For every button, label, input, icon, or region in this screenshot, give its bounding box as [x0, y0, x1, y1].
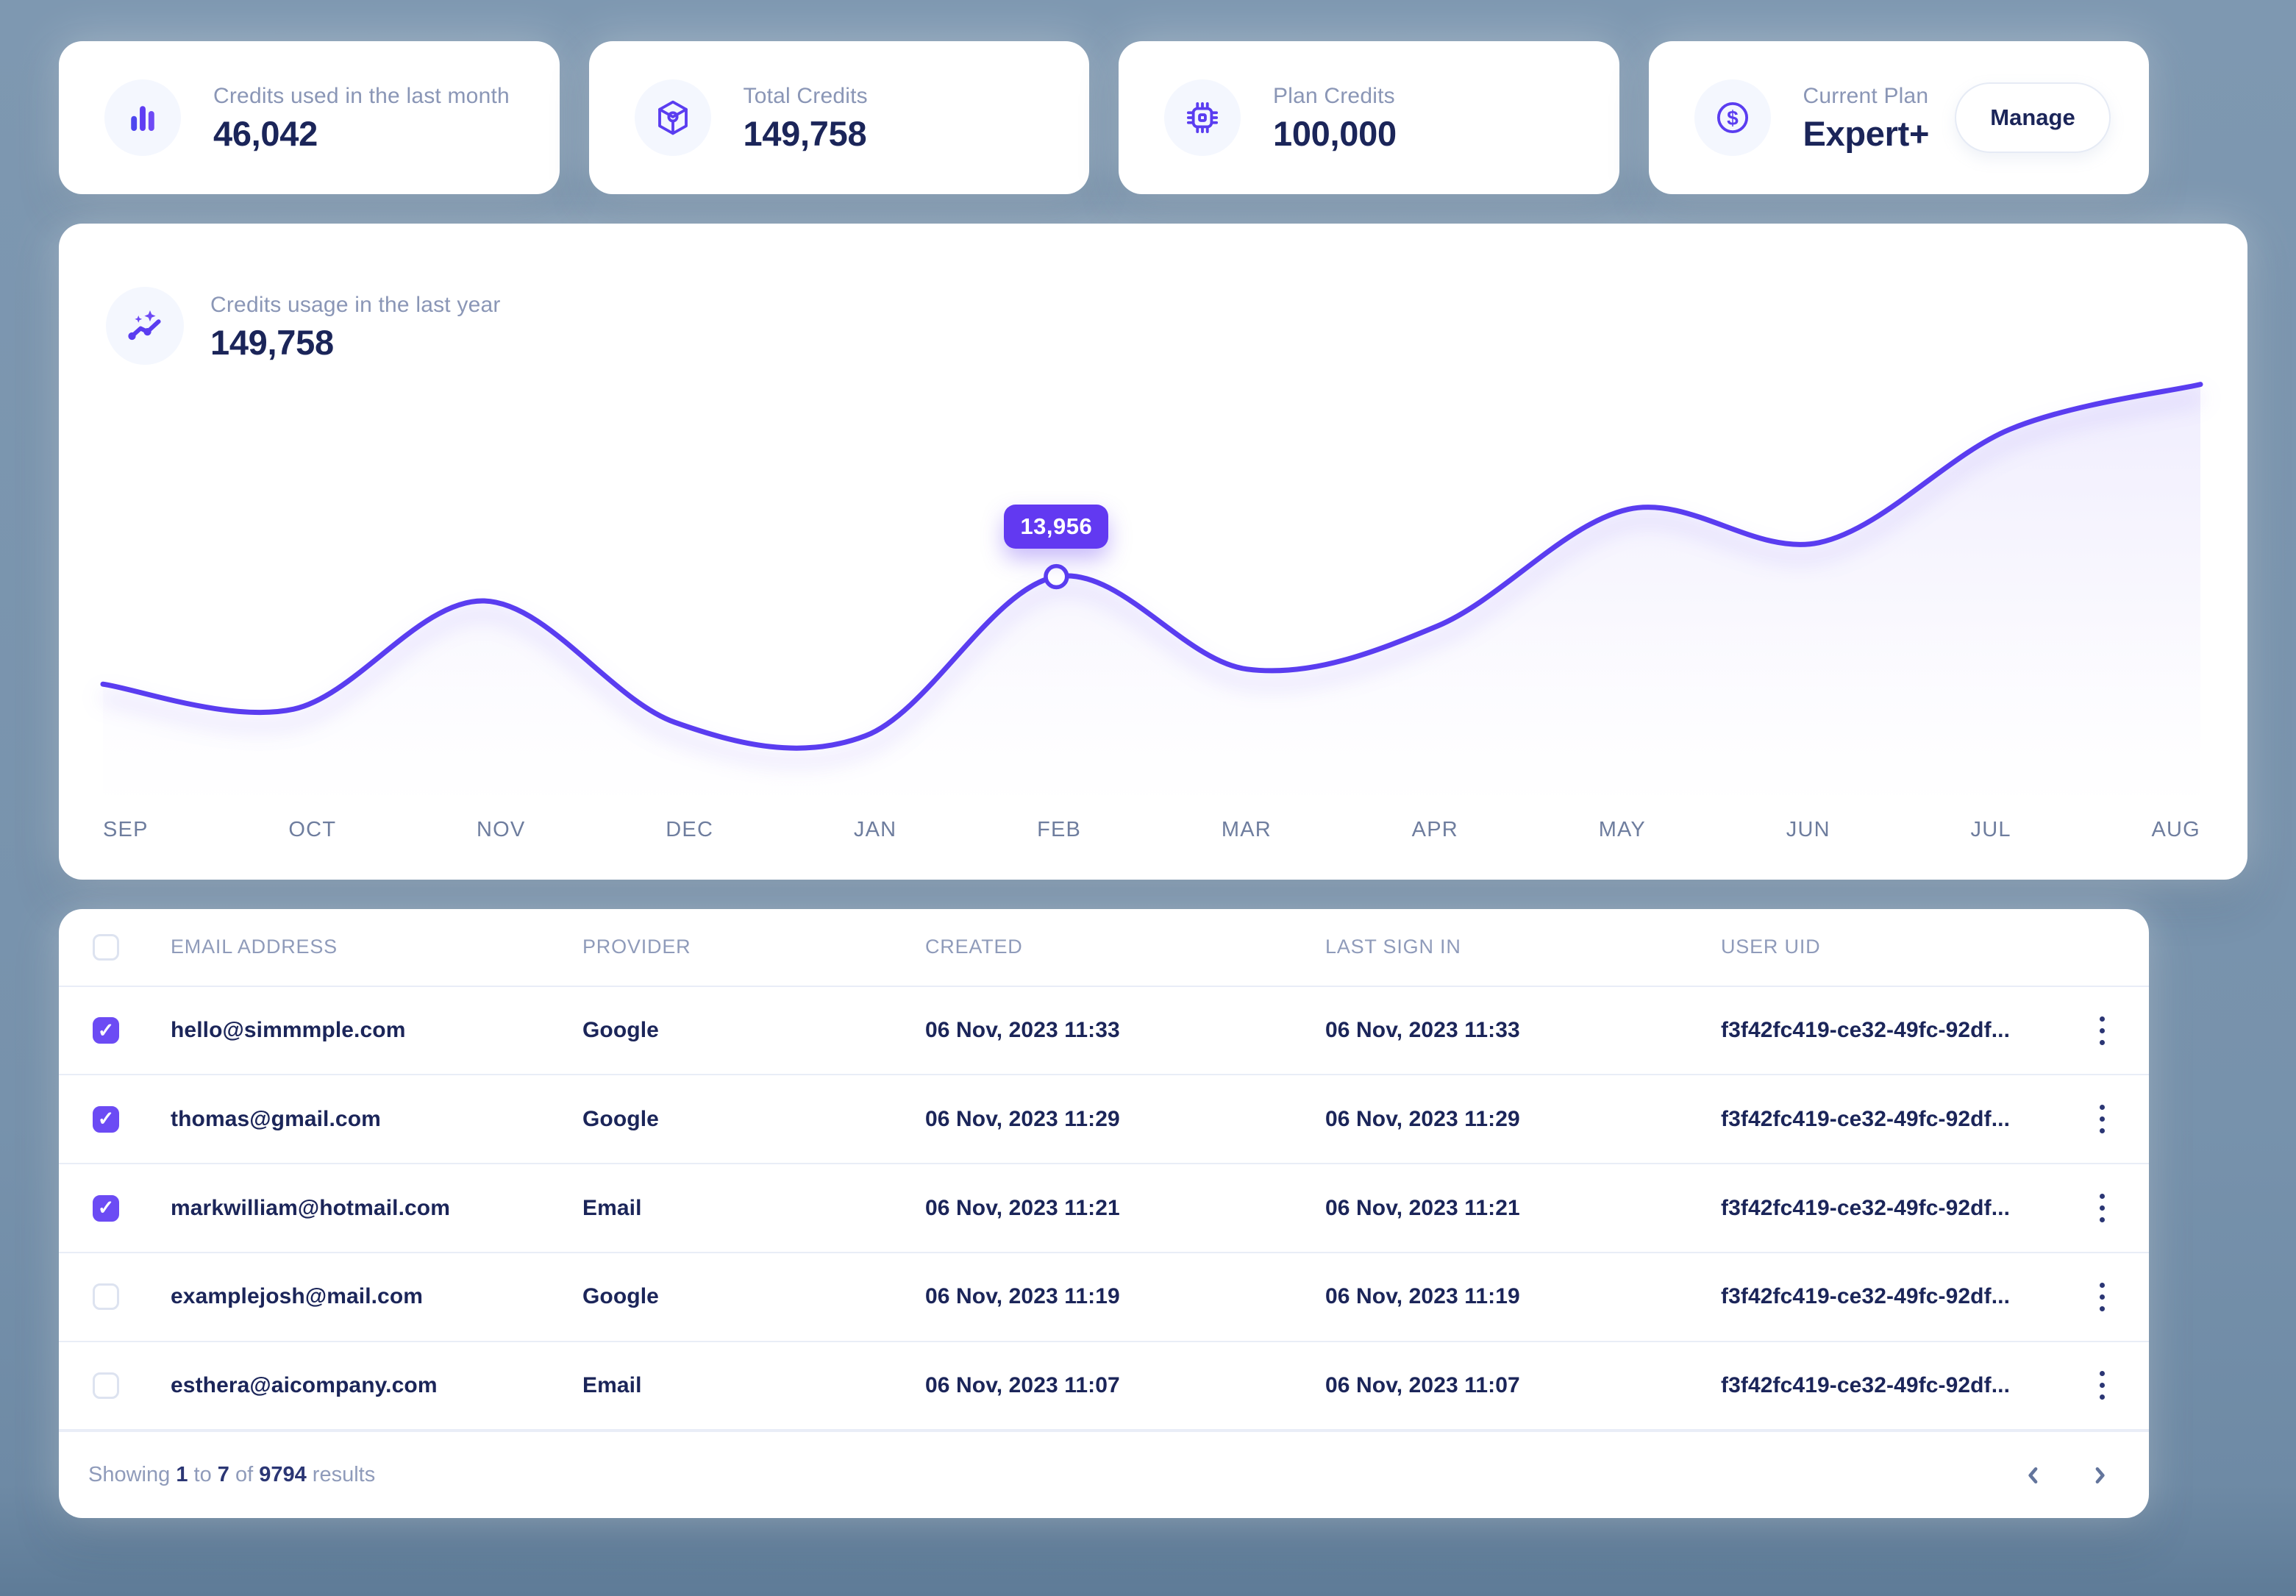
dollar-coin-icon: $ [1694, 79, 1771, 156]
table-row: ✓ hello@simmmple.com Google 06 Nov, 2023… [59, 987, 2149, 1076]
credits-line [100, 382, 2203, 751]
select-all-checkbox[interactable]: ✓ [93, 933, 119, 961]
users-table-card: ✓ EMAIL ADDRESS PROVIDER CREATED LAST SI… [59, 909, 2149, 1518]
stat-label: Plan Credits [1273, 83, 1395, 108]
cell-email: thomas@gmail.com [171, 1106, 381, 1131]
row-menu-kebab-icon[interactable] [2089, 1186, 2115, 1230]
row-menu-kebab-icon[interactable] [2089, 1364, 2115, 1407]
cell-created: 06 Nov, 2023 11:19 [925, 1284, 1120, 1309]
column-header-email: EMAIL ADDRESS [171, 936, 338, 958]
cell-user-uid: f3f42fc419-ce32-49fc-92df... [1721, 1372, 2011, 1397]
x-tick: FEB [1037, 817, 1082, 841]
cell-last-sign-in: 06 Nov, 2023 11:33 [1325, 1018, 1520, 1043]
row-menu-kebab-icon[interactable] [2089, 1275, 2115, 1319]
cell-email: hello@simmmple.com [171, 1018, 406, 1043]
chart-total-value: 149,758 [210, 323, 334, 362]
table-header-row: ✓ EMAIL ADDRESS PROVIDER CREATED LAST SI… [59, 909, 2149, 987]
column-header-last-sign-in: LAST SIGN IN [1325, 936, 1461, 958]
stat-card-plan-credits: Plan Credits 100,000 [1119, 41, 1619, 194]
stat-value: Expert+ [1803, 113, 1930, 153]
stat-card-current-plan: $ Current Plan Expert+ Manage [1648, 41, 2149, 194]
table-row: ✓ examplejosh@mail.com Google 06 Nov, 20… [59, 1253, 2149, 1342]
x-tick: AUG [2151, 817, 2200, 841]
cell-created: 06 Nov, 2023 11:21 [925, 1195, 1120, 1220]
manage-plan-button[interactable]: Manage [1955, 82, 2111, 153]
cell-provider: Email [582, 1372, 642, 1397]
x-tick: JAN [853, 817, 897, 841]
cell-created: 06 Nov, 2023 11:33 [925, 1018, 1120, 1043]
cell-email: markwilliam@hotmail.com [171, 1195, 450, 1220]
stats-row: Credits used in the last month 46,042 To… [59, 41, 2149, 194]
cell-provider: Google [582, 1284, 659, 1309]
x-tick: APR [1411, 817, 1458, 841]
results-summary: Showing 1 to 7 of 9794 results [88, 1463, 376, 1487]
stat-label: Current Plan [1803, 83, 1929, 108]
x-tick: DEC [666, 817, 714, 841]
credits-usage-line-chart: 13,956 [100, 368, 2203, 809]
chart-x-axis: SEP OCT NOV DEC JAN FEB MAR APR MAY JUN … [103, 812, 2200, 847]
previous-page-chevron-icon[interactable] [2017, 1458, 2050, 1492]
x-tick: MAY [1598, 817, 1646, 841]
cell-user-uid: f3f42fc419-ce32-49fc-92df... [1721, 1284, 2011, 1309]
stat-value: 149,758 [743, 113, 867, 153]
trend-sparkle-icon [106, 287, 184, 365]
table-row: ✓ thomas@gmail.com Google 06 Nov, 2023 1… [59, 1075, 2149, 1165]
cell-user-uid: f3f42fc419-ce32-49fc-92df... [1721, 1018, 2011, 1043]
row-checkbox[interactable]: ✓ [93, 1372, 119, 1399]
x-tick: JUL [1970, 817, 2011, 841]
column-header-user-uid: USER UID [1721, 936, 1821, 958]
cell-user-uid: f3f42fc419-ce32-49fc-92df... [1721, 1106, 2011, 1131]
table-footer: Showing 1 to 7 of 9794 results [59, 1431, 2149, 1518]
chip-icon [1164, 79, 1241, 156]
cell-created: 06 Nov, 2023 11:07 [925, 1372, 1120, 1397]
cell-last-sign-in: 06 Nov, 2023 11:21 [1325, 1195, 1520, 1220]
stat-card-credits-used: Credits used in the last month 46,042 [59, 41, 560, 194]
cell-provider: Google [582, 1018, 659, 1043]
column-header-provider: PROVIDER [582, 936, 691, 958]
x-tick: OCT [288, 817, 337, 841]
cube-icon [634, 79, 711, 156]
x-tick: JUN [1786, 817, 1830, 841]
credits-area [103, 384, 2200, 809]
cell-last-sign-in: 06 Nov, 2023 11:07 [1325, 1372, 1520, 1397]
chart-title: Credits usage in the last year [210, 293, 501, 317]
table-row: ✓ esthera@aicompany.com Email 06 Nov, 20… [59, 1342, 2149, 1431]
chart-tooltip: 13,956 [1004, 505, 1109, 549]
stat-label: Credits used in the last month [213, 83, 510, 108]
row-checkbox[interactable]: ✓ [93, 1017, 119, 1044]
cell-created: 06 Nov, 2023 11:29 [925, 1106, 1120, 1131]
x-tick: NOV [477, 817, 526, 841]
pagination [2017, 1458, 2117, 1492]
column-header-created: CREATED [925, 936, 1023, 958]
row-checkbox[interactable]: ✓ [93, 1283, 119, 1311]
stat-label: Total Credits [743, 83, 868, 108]
row-menu-kebab-icon[interactable] [2089, 1009, 2115, 1052]
cell-last-sign-in: 06 Nov, 2023 11:29 [1325, 1106, 1520, 1131]
next-page-chevron-icon[interactable] [2083, 1458, 2117, 1492]
row-checkbox[interactable]: ✓ [93, 1105, 119, 1133]
cell-provider: Email [582, 1195, 642, 1220]
table-row: ✓ markwilliam@hotmail.com Email 06 Nov, … [59, 1164, 2149, 1253]
svg-text:$: $ [1727, 107, 1739, 129]
cell-provider: Google [582, 1106, 659, 1131]
credits-usage-chart-card: Credits usage in the last year 149,758 1… [59, 224, 2247, 880]
x-tick: SEP [103, 817, 149, 841]
stat-value: 46,042 [213, 113, 318, 153]
chart-marker [1044, 563, 1069, 590]
x-tick: MAR [1221, 817, 1272, 841]
cell-email: examplejosh@mail.com [171, 1284, 424, 1309]
cell-email: esthera@aicompany.com [171, 1372, 438, 1397]
cell-last-sign-in: 06 Nov, 2023 11:19 [1325, 1284, 1520, 1309]
cell-user-uid: f3f42fc419-ce32-49fc-92df... [1721, 1195, 2011, 1220]
bar-chart-icon [104, 79, 181, 156]
row-menu-kebab-icon[interactable] [2089, 1097, 2115, 1141]
stat-card-total-credits: Total Credits 149,758 [588, 41, 1089, 194]
row-checkbox[interactable]: ✓ [93, 1194, 119, 1222]
stat-value: 100,000 [1273, 113, 1397, 153]
